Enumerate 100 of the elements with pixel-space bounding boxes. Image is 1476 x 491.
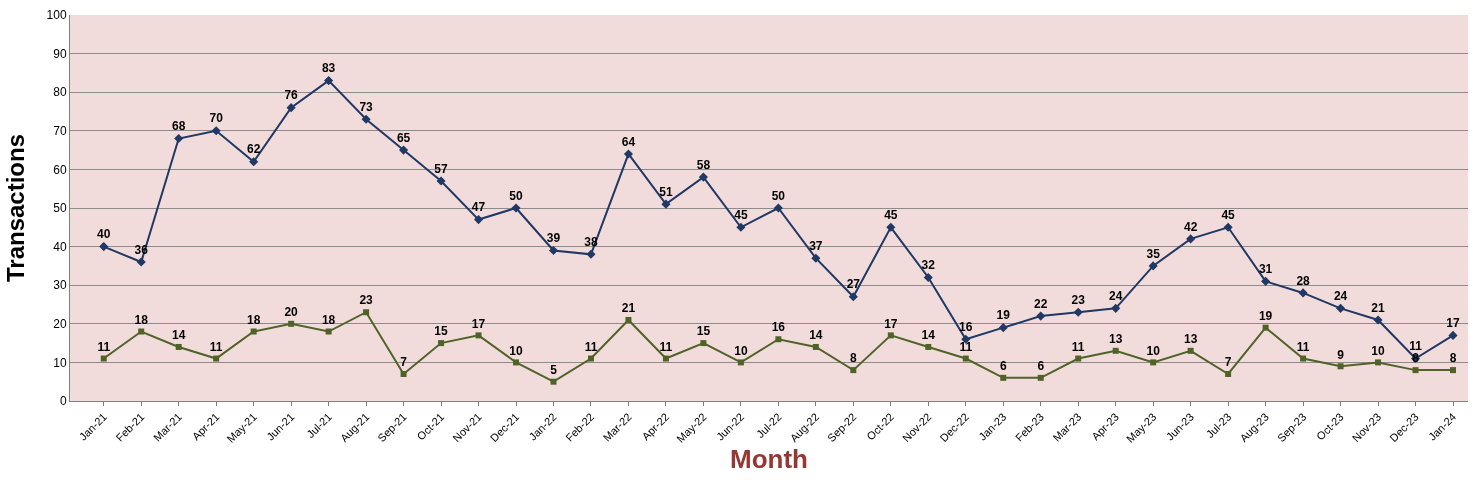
y-tick-label: 50 [53, 201, 67, 216]
point [698, 172, 708, 182]
point [174, 133, 184, 144]
point [1300, 355, 1307, 362]
data-label: 45 [884, 207, 898, 222]
data-label: 22 [1034, 296, 1048, 311]
data-label: 18 [321, 312, 336, 327]
point [587, 355, 594, 362]
point [1298, 288, 1308, 298]
point [1450, 367, 1457, 374]
point [1073, 307, 1083, 317]
data-label: 62 [246, 142, 261, 157]
point [99, 242, 109, 252]
point [211, 126, 221, 136]
point [700, 340, 707, 347]
point [625, 316, 632, 323]
data-label: 65 [396, 130, 411, 145]
point [249, 157, 259, 167]
point [288, 320, 295, 327]
point [1262, 324, 1269, 331]
point [286, 103, 296, 113]
data-label: 76 [284, 88, 299, 103]
point [848, 292, 858, 302]
data-label: 8 [1412, 351, 1420, 366]
data-label: 17 [884, 316, 898, 331]
data-label: 51 [659, 184, 673, 199]
data-label: 64 [621, 134, 636, 149]
data-label: 7 [400, 355, 408, 370]
data-label: 24 [1333, 288, 1348, 303]
point [662, 355, 669, 362]
point [925, 343, 932, 350]
data-label: 27 [846, 277, 861, 292]
point [1448, 330, 1458, 340]
data-label: 37 [809, 238, 823, 253]
data-label: 57 [434, 161, 449, 176]
data-label: 18 [134, 312, 149, 327]
point [1261, 276, 1271, 286]
data-label: 15 [696, 324, 711, 339]
point [1036, 311, 1046, 321]
data-label: 10 [509, 343, 523, 358]
data-label: 23 [1071, 292, 1086, 307]
y-tick-label: 70 [53, 124, 67, 138]
data-label: 11 [659, 339, 673, 354]
data-label: 9 [1337, 347, 1345, 362]
point [1075, 355, 1082, 362]
point [1111, 303, 1121, 313]
point [1187, 347, 1194, 354]
point [812, 343, 819, 350]
point [513, 359, 520, 366]
data-label: 45 [1221, 207, 1236, 222]
data-label: 10 [1371, 343, 1386, 358]
data-label: 42 [1183, 219, 1198, 234]
point [548, 245, 559, 256]
y-tick-label: 100 [46, 8, 67, 23]
data-label: 58 [696, 157, 711, 172]
data-label: 6 [999, 359, 1007, 374]
y-axis-title: Transactions [1, 133, 29, 283]
data-label: 45 [734, 207, 748, 222]
point [436, 176, 446, 186]
point [1186, 234, 1196, 244]
data-label: 17 [471, 316, 486, 331]
point [1412, 367, 1419, 374]
data-label: 13 [1109, 332, 1123, 347]
data-label: 16 [771, 320, 786, 335]
point [923, 272, 933, 283]
x-axis-title: Month [730, 444, 808, 475]
data-label: 21 [1371, 300, 1386, 315]
data-label: 40 [97, 227, 111, 242]
data-label: 73 [359, 99, 374, 114]
point [962, 355, 969, 362]
point [550, 378, 557, 385]
point [1373, 315, 1383, 325]
data-label: 24 [1109, 288, 1123, 303]
data-label: 11 [584, 339, 598, 354]
data-label: 68 [172, 119, 186, 134]
point [623, 149, 633, 159]
point [1148, 261, 1158, 271]
point [324, 76, 334, 86]
data-label: 23 [359, 293, 374, 308]
data-label: 20 [284, 305, 299, 320]
point [886, 222, 896, 232]
data-label: 19 [1258, 308, 1273, 323]
data-label: 47 [471, 200, 486, 215]
data-label: 50 [509, 188, 523, 203]
point [136, 257, 146, 267]
point [586, 249, 596, 259]
point [887, 332, 894, 339]
point [399, 145, 409, 155]
point [1150, 359, 1157, 366]
data-label: 17 [1446, 316, 1460, 331]
data-label: 10 [734, 343, 748, 358]
data-label: 83 [321, 61, 336, 76]
point [661, 199, 671, 209]
data-label: 11 [97, 339, 111, 354]
y-tick-label: 80 [53, 85, 67, 100]
data-label: 14 [921, 328, 936, 343]
data-label: 8 [1449, 351, 1457, 366]
point [1225, 370, 1232, 377]
data-label: 31 [1258, 261, 1273, 276]
data-label: 7 [1224, 355, 1232, 370]
